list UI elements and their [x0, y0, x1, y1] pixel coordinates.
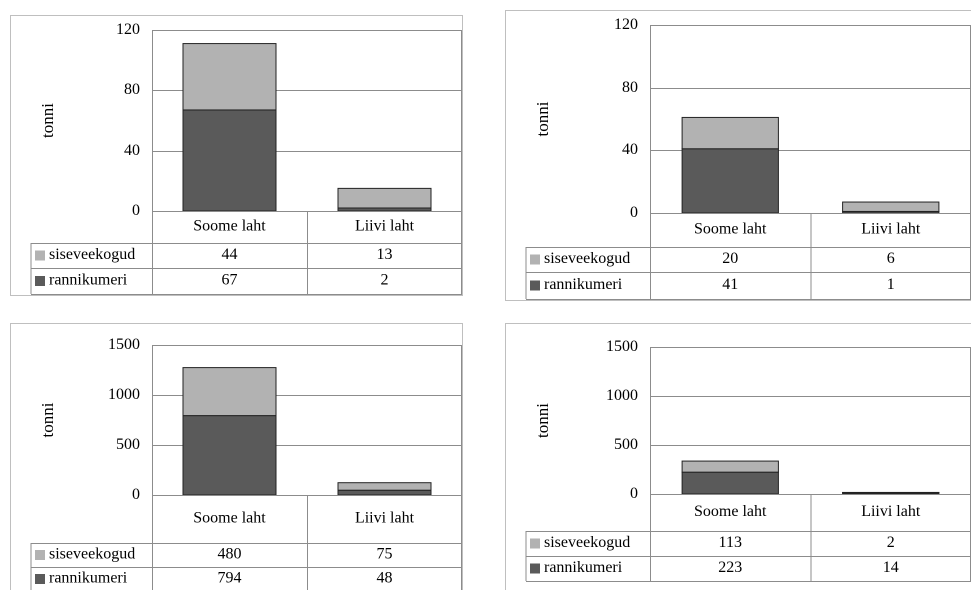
- y-tick-label: 80: [124, 81, 140, 98]
- y-tick-label: 500: [116, 436, 140, 453]
- chart-frame: [10, 323, 463, 590]
- y-tick-label: 0: [630, 485, 638, 502]
- bar-siseveekogud-1: [182, 43, 277, 111]
- x-tick-label: Soome laht: [694, 221, 767, 238]
- y-axis-label: tonni: [38, 402, 57, 437]
- legend-swatch-rannikumeri: [35, 276, 45, 286]
- legend-swatch-rannikumeri: [530, 280, 540, 291]
- x-tick-label: Liivi laht: [355, 218, 415, 235]
- data-table-value: 794: [218, 570, 242, 587]
- x-tick-label: Liivi laht: [861, 221, 921, 238]
- bar-siseveekogud-2: [842, 491, 940, 494]
- bar-siseveekogud-1: [182, 367, 277, 417]
- y-axis-label: tonni: [533, 101, 552, 136]
- legend-swatch-siseveekogud: [530, 254, 540, 265]
- legend-label: siseveekogud: [49, 546, 135, 563]
- legend-label: rannikumeri: [544, 559, 623, 576]
- y-tick-label: 80: [622, 79, 638, 96]
- bar-siseveekogud-1: [681, 460, 779, 473]
- legend-swatch-siseveekogud: [35, 550, 45, 560]
- y-tick-label: 40: [622, 141, 638, 158]
- chart-panel-3: 0 500 1000 1500 tonni Soome laht Liivi laht sis…: [10, 323, 463, 590]
- chart-frame: [10, 15, 463, 296]
- legend-swatch-siseveekogud: [530, 538, 540, 549]
- bar-rannikumeri-1: [182, 109, 277, 212]
- data-table-value: 14: [883, 559, 899, 576]
- y-tick-label: 0: [630, 204, 638, 221]
- legend-swatch-rannikumeri: [35, 574, 45, 584]
- y-tick-label: 1500: [606, 338, 638, 355]
- data-table-value: 2: [887, 534, 895, 551]
- data-table-value: 2: [381, 272, 389, 289]
- bar-rannikumeri-2: [337, 489, 432, 496]
- legend-label: rannikumeri: [49, 570, 128, 587]
- bar-siseveekogud-2: [842, 201, 940, 212]
- legend-label: siseveekogud: [544, 534, 630, 551]
- y-axis-label: tonni: [533, 403, 552, 438]
- chart-panel-1: 0 40 80 120 tonni Soome laht Liivi laht sisevee…: [10, 15, 463, 296]
- bar-rannikumeri-1: [681, 471, 779, 495]
- data-table-value: 6: [887, 250, 895, 267]
- legend-label: rannikumeri: [544, 276, 623, 293]
- data-table-value: 48: [377, 570, 393, 587]
- y-tick-label: 1000: [606, 387, 638, 404]
- data-table-value: 41: [722, 276, 738, 293]
- data-table-value: 67: [222, 272, 238, 289]
- data-table-value: 44: [222, 246, 238, 263]
- chart-panel-4: 0 500 1000 1500 tonni Soome laht Liivi laht sis…: [505, 323, 971, 590]
- bar-siseveekogud-2: [337, 482, 432, 491]
- data-table-value: 113: [719, 534, 742, 551]
- x-tick-label: Liivi laht: [861, 503, 921, 520]
- data-table-value: 13: [377, 246, 393, 263]
- y-tick-label: 0: [132, 486, 140, 503]
- y-tick-label: 500: [614, 436, 638, 453]
- data-table-value: 480: [218, 546, 242, 563]
- legend-swatch-rannikumeri: [530, 563, 540, 574]
- y-tick-label: 40: [124, 142, 140, 159]
- data-table-value: 75: [377, 546, 393, 563]
- x-tick-label: Soome laht: [694, 503, 767, 520]
- x-tick-label: Soome laht: [193, 218, 266, 235]
- y-tick-label: 1500: [108, 336, 140, 353]
- legend-label: siseveekogud: [544, 250, 630, 267]
- y-tick-label: 120: [116, 21, 140, 38]
- legend-swatch-siseveekogud: [35, 250, 45, 261]
- y-axis-label: tonni: [38, 103, 57, 138]
- x-tick-label: Liivi laht: [355, 510, 415, 527]
- bar-siseveekogud-1: [681, 116, 779, 150]
- legend-label: siseveekogud: [49, 246, 135, 263]
- data-table-value: 1: [887, 276, 895, 293]
- chart-frame: [505, 323, 971, 590]
- y-tick-label: 120: [614, 16, 638, 33]
- data-table-value: 20: [722, 250, 738, 267]
- bar-siseveekogud-2: [337, 187, 432, 209]
- y-tick-label: 0: [132, 202, 140, 219]
- y-tick-label: 1000: [108, 386, 140, 403]
- legend-label: rannikumeri: [49, 272, 128, 289]
- x-tick-label: Soome laht: [193, 510, 266, 527]
- chart-frame: [505, 10, 971, 301]
- data-table-value: 223: [718, 559, 742, 576]
- bar-rannikumeri-1: [182, 415, 277, 496]
- bar-rannikumeri-1: [681, 148, 779, 214]
